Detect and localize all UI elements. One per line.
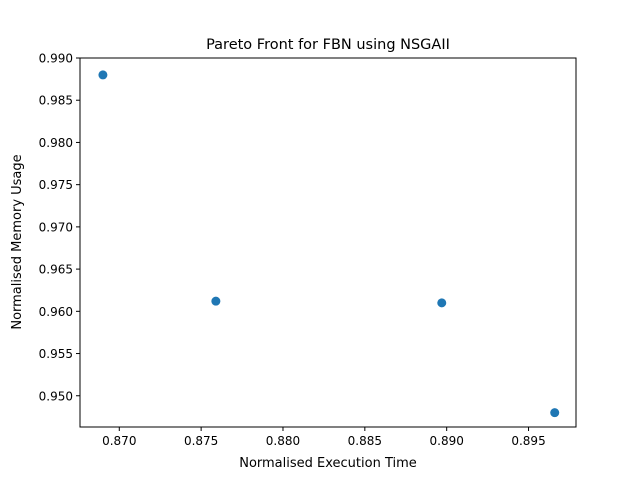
x-tick-label: 0.870: [102, 434, 136, 448]
x-tick-label: 0.875: [184, 434, 218, 448]
y-tick-label: 0.970: [39, 220, 73, 234]
data-point: [550, 408, 560, 418]
y-tick-label: 0.955: [39, 347, 73, 361]
x-tick-label: 0.890: [430, 434, 464, 448]
axes-frame: [79, 57, 577, 428]
x-tick-label: 0.885: [348, 434, 382, 448]
x-axis-label: Normalised Execution Time: [239, 456, 417, 471]
data-point: [437, 298, 447, 308]
y-tick-label: 0.965: [39, 263, 73, 277]
y-axis-label: Normalised Memory Usage: [10, 154, 25, 329]
y-tick-label: 0.975: [39, 178, 73, 192]
y-tick-label: 0.960: [39, 305, 73, 319]
data-points: [98, 70, 560, 418]
chart-title: Pareto Front for FBN using NSGAII: [206, 37, 450, 53]
x-axis-ticks: 0.870 0.875 0.880 0.885 0.890 0.895: [102, 427, 546, 448]
x-tick-label: 0.880: [266, 434, 300, 448]
y-tick-label: 0.980: [39, 136, 73, 150]
data-point: [98, 70, 108, 80]
y-tick-label: 0.950: [39, 389, 73, 403]
data-point: [211, 296, 221, 306]
y-tick-label: 0.990: [39, 52, 73, 66]
x-tick-label: 0.895: [511, 434, 545, 448]
y-tick-label: 0.985: [39, 94, 73, 108]
y-axis-ticks: 0.950 0.955 0.960 0.965 0.970 0.975 0.980 0.985…: [39, 52, 80, 403]
